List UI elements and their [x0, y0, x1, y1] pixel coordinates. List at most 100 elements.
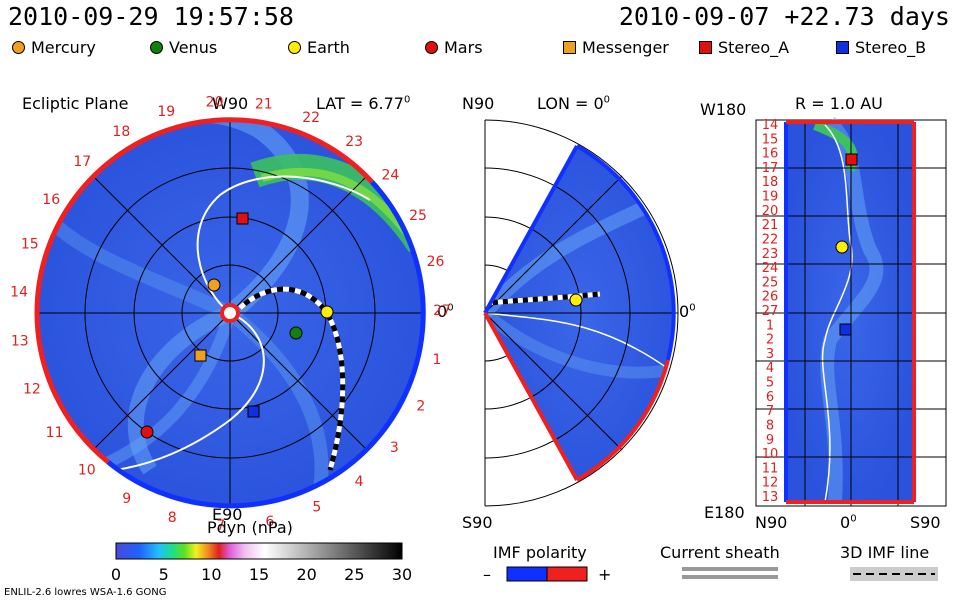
carrington-label: 10 [78, 462, 96, 478]
radial-y-tick: 15 [762, 132, 779, 147]
radial-y-ticks: 1415161718192021222324252627123456789101… [762, 118, 779, 505]
earth-marker-icon [288, 41, 301, 54]
legend-mercury: Mercury [12, 38, 96, 57]
carrington-label: 14 [10, 284, 28, 300]
radial-x-left: N90 [755, 513, 788, 532]
radial-bottom-left: E180 [704, 503, 745, 522]
carrington-label: 5 [312, 499, 321, 515]
radial-y-tick: 10 [762, 447, 779, 462]
imf-negative-swatch [506, 566, 548, 582]
radial-y-tick: 14 [762, 118, 779, 133]
radial-title: R = 1.0 AU [795, 94, 883, 113]
carrington-label: 24 [381, 167, 399, 183]
radial-y-tick: 23 [762, 247, 779, 262]
radial-y-tick: 4 [766, 361, 774, 376]
carrington-label: 6 [265, 514, 274, 530]
stereo-b-marker-radial [839, 323, 852, 336]
radial-top-left: W180 [700, 100, 747, 119]
ecliptic-right-label: 00 [437, 302, 454, 321]
carrington-label: 11 [46, 425, 64, 441]
carrington-label: 2 [416, 398, 425, 414]
carrington-label: 23 [345, 134, 363, 150]
colorbar-title: Pdyn (nPa) [207, 518, 293, 537]
messenger-marker [194, 349, 207, 362]
colorbar-tick: 10 [201, 565, 221, 584]
radial-y-tick: 25 [762, 275, 779, 290]
radial-y-tick: 11 [762, 461, 779, 476]
venus-marker-icon [150, 41, 163, 54]
colorbar-tick: 30 [392, 565, 412, 584]
imf-3d-title: 3D IMF line [840, 543, 930, 562]
carrington-label: 3 [390, 440, 399, 456]
colorbar-ticks: 0 5 10 15 20 25 30 [111, 565, 412, 584]
carrington-label: 13 [11, 334, 29, 350]
meridional-lon: LON = 00 [537, 94, 611, 113]
messenger-marker-icon [563, 41, 576, 54]
mars-marker-icon [425, 41, 438, 54]
current-sheath-title: Current sheath [660, 543, 780, 562]
venus-marker [289, 326, 303, 340]
stereo-a-marker-radial [845, 153, 858, 166]
earth-marker [320, 305, 334, 319]
model-label: ENLIL-2.6 lowres WSA-1.6 GONG [4, 587, 167, 598]
carrington-label: 26 [427, 254, 445, 270]
radial-y-tick: 24 [762, 261, 779, 276]
imf-positive-swatch [546, 566, 588, 582]
colorbar-tick: 15 [249, 565, 269, 584]
radial-y-tick: 3 [766, 347, 774, 362]
legend-mars: Mars [425, 38, 483, 57]
radial-panel: 1415161718192021222324252627123456789101… [755, 116, 947, 507]
meridional-right-label: 00 [679, 302, 696, 321]
ecliptic-bottom-label: E90 [212, 505, 243, 524]
legend-stereo-a: Stereo_A [699, 38, 789, 57]
radial-y-tick: 9 [766, 433, 774, 448]
ecliptic-top-label: W90 [212, 94, 249, 113]
carrington-label: 20 [206, 95, 224, 111]
carrington-label: 21 [255, 97, 273, 113]
radial-y-tick: 22 [762, 232, 779, 247]
radial-x-right: S90 [910, 513, 941, 532]
colorbar-tick: 0 [111, 565, 121, 584]
radial-y-tick: 12 [762, 476, 779, 491]
carrington-label: 18 [112, 124, 130, 140]
radial-y-tick: 13 [762, 490, 779, 505]
legend-earth: Earth [288, 38, 350, 57]
radial-y-tick: 2 [766, 333, 774, 348]
carrington-label: 22 [302, 110, 320, 126]
earth-marker-radial [835, 240, 849, 254]
mercury-marker [207, 278, 221, 292]
carrington-label: 27 [433, 303, 451, 319]
stereo-a-marker-icon [699, 41, 712, 54]
colorbar [115, 542, 403, 560]
radial-y-tick: 8 [766, 418, 774, 433]
stereo-a-marker [236, 212, 249, 225]
carrington-label: 8 [168, 510, 177, 526]
ecliptic-title: Ecliptic Plane [22, 94, 129, 113]
colorbar-tick: 20 [296, 565, 316, 584]
imf-polarity-title: IMF polarity [493, 543, 587, 562]
radial-x-mid: 00 [840, 513, 857, 532]
legend-stereo-b: Stereo_B [836, 38, 926, 57]
offset-label: 2010-09-07 +22.73 days [618, 2, 950, 31]
colorbar-tick: 25 [344, 565, 364, 584]
earth-marker-meridional [569, 293, 583, 307]
legend-messenger: Messenger [563, 38, 669, 57]
stereo-b-marker-icon [836, 41, 849, 54]
legend-venus: Venus [150, 38, 217, 57]
meridional-bottom-label: S90 [462, 513, 493, 532]
radial-y-tick: 6 [766, 390, 774, 405]
radial-y-tick: 26 [762, 290, 779, 305]
mars-marker [140, 425, 154, 439]
radial-y-tick: 19 [762, 190, 779, 205]
radial-y-tick: 16 [762, 147, 779, 162]
radial-y-tick: 20 [762, 204, 779, 219]
radial-y-tick: 1 [766, 318, 774, 333]
carrington-label: 12 [23, 381, 41, 397]
radial-y-tick: 17 [762, 161, 779, 176]
carrington-label: 19 [157, 104, 175, 120]
imf-minus: – [483, 565, 491, 584]
meridional-top-label: N90 [462, 94, 495, 113]
carrington-label: 9 [122, 491, 131, 507]
